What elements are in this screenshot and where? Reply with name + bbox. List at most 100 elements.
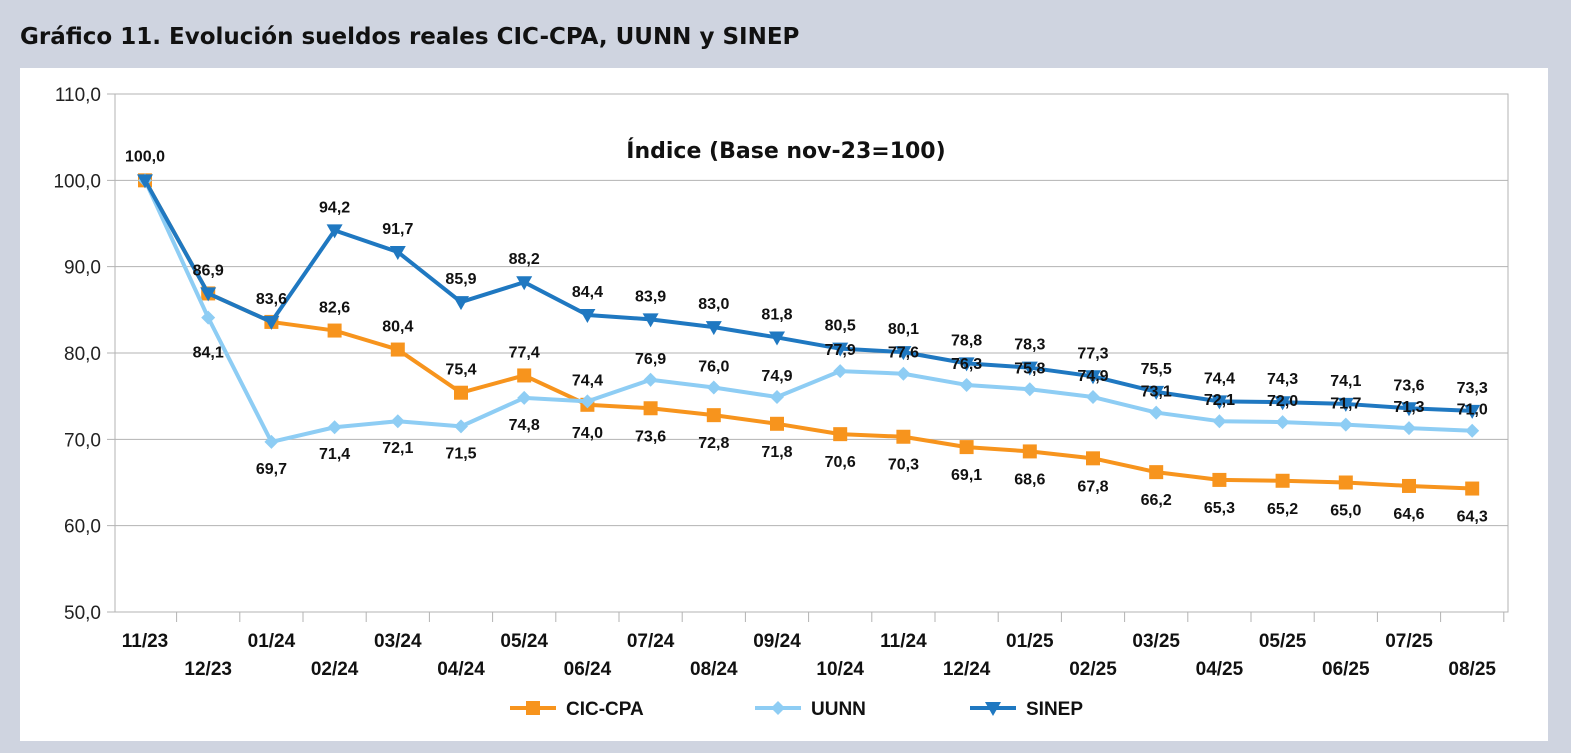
data-point-cic-cpa <box>1022 444 1037 459</box>
legend: CIC-CPA UUNN SINEP <box>510 699 1083 720</box>
figure-title: Gráfico 11. Evolución sueldos reales CIC… <box>20 24 800 50</box>
data-label-uunn: 76,9 <box>635 351 666 368</box>
data-point-cic-cpa <box>896 429 911 444</box>
data-labels: 100,0 86,9 84,1 83,6 69,7 94,2 71,4 82,6 91,7 72,… <box>125 148 1488 525</box>
x-tick-label: 07/25 <box>1385 631 1433 652</box>
data-label-uunn: 72,0 <box>1267 393 1298 410</box>
data-label-sinep: 74,3 <box>1267 371 1298 388</box>
data-label-sinep: 94,2 <box>319 199 350 216</box>
x-tick-label: 06/24 <box>564 659 612 680</box>
data-label-uunn: 74,8 <box>509 417 540 434</box>
data-point-uunn <box>1212 414 1227 429</box>
data-point-uunn <box>1402 421 1416 436</box>
data-point-cic-cpa <box>770 416 784 431</box>
legend-item-sinep: SINEP <box>970 699 1083 720</box>
data-label-cic-cpa: 66,2 <box>1141 492 1172 509</box>
data-label-sinep: 88,2 <box>509 251 540 268</box>
y-tick-label: 80,0 <box>64 344 101 365</box>
data-label-cic-cpa: 65,2 <box>1267 501 1298 518</box>
data-point-sinep <box>1464 404 1481 419</box>
data-point-cic-cpa <box>327 323 342 338</box>
data-point-uunn <box>1275 415 1290 430</box>
data-label-uunn: 73,1 <box>1141 384 1172 401</box>
data-label-uunn: 77,9 <box>825 342 856 359</box>
data-point-uunn <box>327 420 342 435</box>
data-label-uunn: 71,7 <box>1330 396 1361 413</box>
data-point-sinep <box>516 276 533 291</box>
data-label-sinep: 91,7 <box>382 221 413 238</box>
data-label-sinep: 83,0 <box>698 296 729 313</box>
data-label-sinep: 83,6 <box>256 291 287 308</box>
data-label-cic-cpa: 82,6 <box>319 300 350 317</box>
x-tick-label: 10/24 <box>816 659 864 680</box>
data-label-sinep: 75,5 <box>1141 361 1172 378</box>
data-label-uunn: 76,0 <box>698 359 729 376</box>
data-point-sinep <box>705 321 722 336</box>
data-point-sinep <box>1021 361 1038 376</box>
y-axis-ticks: 110,0 100,0 90,0 80,0 70,0 60,0 50,0 <box>53 85 101 624</box>
data-label-uunn: 74,9 <box>1077 368 1108 385</box>
data-label-uunn: 77,6 <box>888 345 919 362</box>
data-point-sinep <box>1148 385 1165 400</box>
data-label-cic-cpa: 70,6 <box>825 454 856 471</box>
data-label-cic-cpa: 64,3 <box>1457 509 1488 526</box>
data-label-uunn: 71,5 <box>445 445 476 462</box>
data-point-uunn <box>390 414 405 429</box>
data-point-sinep <box>769 331 785 346</box>
x-tick-label: 01/25 <box>1006 631 1054 652</box>
data-label-sinep: 74,4 <box>1204 370 1235 387</box>
x-tick-label: 08/24 <box>690 659 738 680</box>
legend-label: CIC-CPA <box>566 699 644 720</box>
data-label-uunn: 72,1 <box>382 440 413 457</box>
data-point-uunn <box>264 434 279 449</box>
data-label-sinep: 73,6 <box>1393 377 1424 394</box>
data-point-cic-cpa <box>1465 481 1480 496</box>
data-point-cic-cpa <box>959 440 974 455</box>
data-label-sinep: 85,9 <box>445 271 476 288</box>
x-tick-label: 12/23 <box>184 659 232 680</box>
data-label-cic-cpa: 73,6 <box>635 428 666 445</box>
data-point-uunn <box>896 366 911 381</box>
data-point-uunn <box>201 310 216 325</box>
y-tick-label: 110,0 <box>55 85 101 106</box>
data-point-uunn <box>1086 390 1100 405</box>
data-label-cic-cpa: 72,8 <box>698 435 729 452</box>
x-tick-label: 09/24 <box>753 631 801 652</box>
data-point-sinep <box>642 313 659 328</box>
y-tick-label: 50,0 <box>64 603 101 624</box>
data-label-sinep: 81,8 <box>761 306 792 323</box>
data-label-sinep: 78,8 <box>951 332 982 349</box>
data-label-uunn: 71,3 <box>1393 399 1424 416</box>
legend-item-cic-cpa: CIC-CPA <box>510 699 644 720</box>
data-point-sinep <box>895 346 912 361</box>
data-point-sinep <box>1274 396 1291 411</box>
data-point-uunn <box>706 380 721 395</box>
x-tick-label: 04/24 <box>437 659 485 680</box>
x-tick-label: 04/25 <box>1196 659 1244 680</box>
y-tick-label: 70,0 <box>64 430 101 451</box>
x-tick-label: 02/25 <box>1069 659 1117 680</box>
data-point-sinep <box>1085 370 1101 385</box>
data-label-cic-cpa: 65,0 <box>1330 503 1361 520</box>
data-label-cic-cpa: 71,8 <box>761 444 792 461</box>
series-line-sinep <box>143 179 1473 413</box>
data-label-uunn: 71,4 <box>319 446 350 463</box>
chart-subtitle: Índice (Base nov-23=100) <box>626 138 945 164</box>
data-point-sinep <box>326 224 343 239</box>
chart-panel: 110,0 100,0 90,0 80,0 70,0 60,0 50,0 11/23 12/2… <box>20 68 1548 741</box>
data-point-cic-cpa <box>1275 473 1290 488</box>
x-tick-label: 03/24 <box>374 631 422 652</box>
data-point-sinep <box>200 287 217 302</box>
x-tick-label: 02/24 <box>311 659 359 680</box>
data-point-uunn <box>517 390 532 405</box>
legend-label: SINEP <box>1026 699 1083 720</box>
data-label-sinep: 78,3 <box>1014 337 1045 354</box>
data-label-uunn: 76,3 <box>951 356 982 373</box>
data-point-uunn <box>1149 405 1164 420</box>
data-label-uunn: 72,1 <box>1204 392 1235 409</box>
data-point-sinep <box>389 245 406 260</box>
data-point-sinep <box>1401 402 1417 417</box>
data-point-sinep <box>137 174 153 189</box>
series-line-cic-cpa <box>143 179 1473 491</box>
x-tick-label: 08/25 <box>1448 659 1496 680</box>
